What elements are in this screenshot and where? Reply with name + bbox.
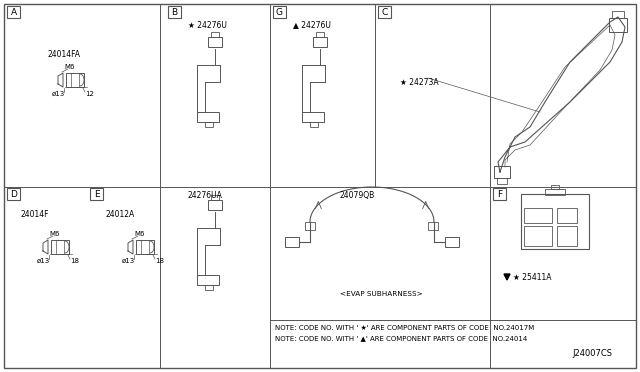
Text: M6: M6 bbox=[64, 64, 74, 70]
Bar bbox=[524, 226, 552, 246]
Text: M6: M6 bbox=[134, 231, 145, 237]
Bar bbox=[136, 240, 154, 254]
Text: ø13: ø13 bbox=[37, 258, 51, 264]
Text: ★ 25411A: ★ 25411A bbox=[513, 273, 552, 282]
Bar bbox=[208, 200, 222, 210]
Bar bbox=[211, 195, 219, 200]
Bar bbox=[313, 37, 327, 47]
Text: 24014F: 24014F bbox=[20, 209, 49, 218]
Bar bbox=[557, 208, 577, 223]
Bar bbox=[285, 237, 299, 247]
Text: D: D bbox=[10, 189, 17, 199]
Text: C: C bbox=[381, 7, 388, 16]
Bar bbox=[205, 285, 213, 290]
Bar bbox=[316, 32, 324, 37]
Bar bbox=[497, 178, 507, 184]
Bar bbox=[551, 185, 559, 189]
Text: 12: 12 bbox=[85, 91, 94, 97]
Text: 24276UA: 24276UA bbox=[188, 190, 223, 199]
Bar bbox=[524, 208, 552, 223]
Bar bbox=[205, 122, 213, 127]
Bar bbox=[612, 11, 624, 18]
Text: ★ 24276U: ★ 24276U bbox=[188, 20, 227, 29]
Bar bbox=[66, 73, 84, 87]
Bar bbox=[197, 275, 219, 285]
Text: ▲ 24276U: ▲ 24276U bbox=[293, 20, 331, 29]
Bar bbox=[90, 188, 103, 200]
Bar bbox=[197, 112, 219, 122]
Text: 24012A: 24012A bbox=[105, 209, 134, 218]
Bar bbox=[545, 189, 565, 195]
Bar bbox=[7, 188, 20, 200]
Bar bbox=[494, 166, 510, 178]
Bar bbox=[51, 240, 69, 254]
Bar bbox=[428, 222, 438, 230]
Text: F: F bbox=[497, 189, 502, 199]
Bar bbox=[493, 188, 506, 200]
Bar bbox=[7, 6, 20, 18]
Text: E: E bbox=[93, 189, 99, 199]
Bar bbox=[557, 226, 577, 246]
Text: A: A bbox=[10, 7, 17, 16]
Text: J24007CS: J24007CS bbox=[572, 350, 612, 359]
Bar bbox=[521, 194, 589, 249]
Bar bbox=[211, 32, 219, 37]
Text: M6: M6 bbox=[49, 231, 60, 237]
Text: NOTE: CODE NO. WITH ' ▲' ARE COMPONENT PARTS OF CODE  NO.24014: NOTE: CODE NO. WITH ' ▲' ARE COMPONENT P… bbox=[275, 335, 527, 341]
Text: 24079QB: 24079QB bbox=[340, 190, 375, 199]
Bar bbox=[168, 6, 181, 18]
Bar bbox=[310, 122, 318, 127]
Text: NOTE: CODE NO. WITH ' ★' ARE COMPONENT PARTS OF CODE  NO.24017M: NOTE: CODE NO. WITH ' ★' ARE COMPONENT P… bbox=[275, 325, 534, 331]
Text: 18: 18 bbox=[155, 258, 164, 264]
Bar bbox=[208, 37, 222, 47]
Bar bbox=[609, 18, 627, 32]
Bar bbox=[302, 112, 324, 122]
Text: 18: 18 bbox=[70, 258, 79, 264]
Text: G: G bbox=[276, 7, 283, 16]
Text: ★ 24273A: ★ 24273A bbox=[400, 77, 438, 87]
Bar bbox=[378, 6, 391, 18]
Text: ø13: ø13 bbox=[52, 91, 65, 97]
Text: <EVAP SUBHARNESS>: <EVAP SUBHARNESS> bbox=[340, 291, 423, 297]
Bar bbox=[445, 237, 459, 247]
Bar bbox=[305, 222, 315, 230]
Text: ø13: ø13 bbox=[122, 258, 135, 264]
Bar bbox=[273, 6, 286, 18]
Text: 24014FA: 24014FA bbox=[47, 49, 80, 58]
Text: B: B bbox=[172, 7, 177, 16]
Polygon shape bbox=[504, 274, 510, 280]
